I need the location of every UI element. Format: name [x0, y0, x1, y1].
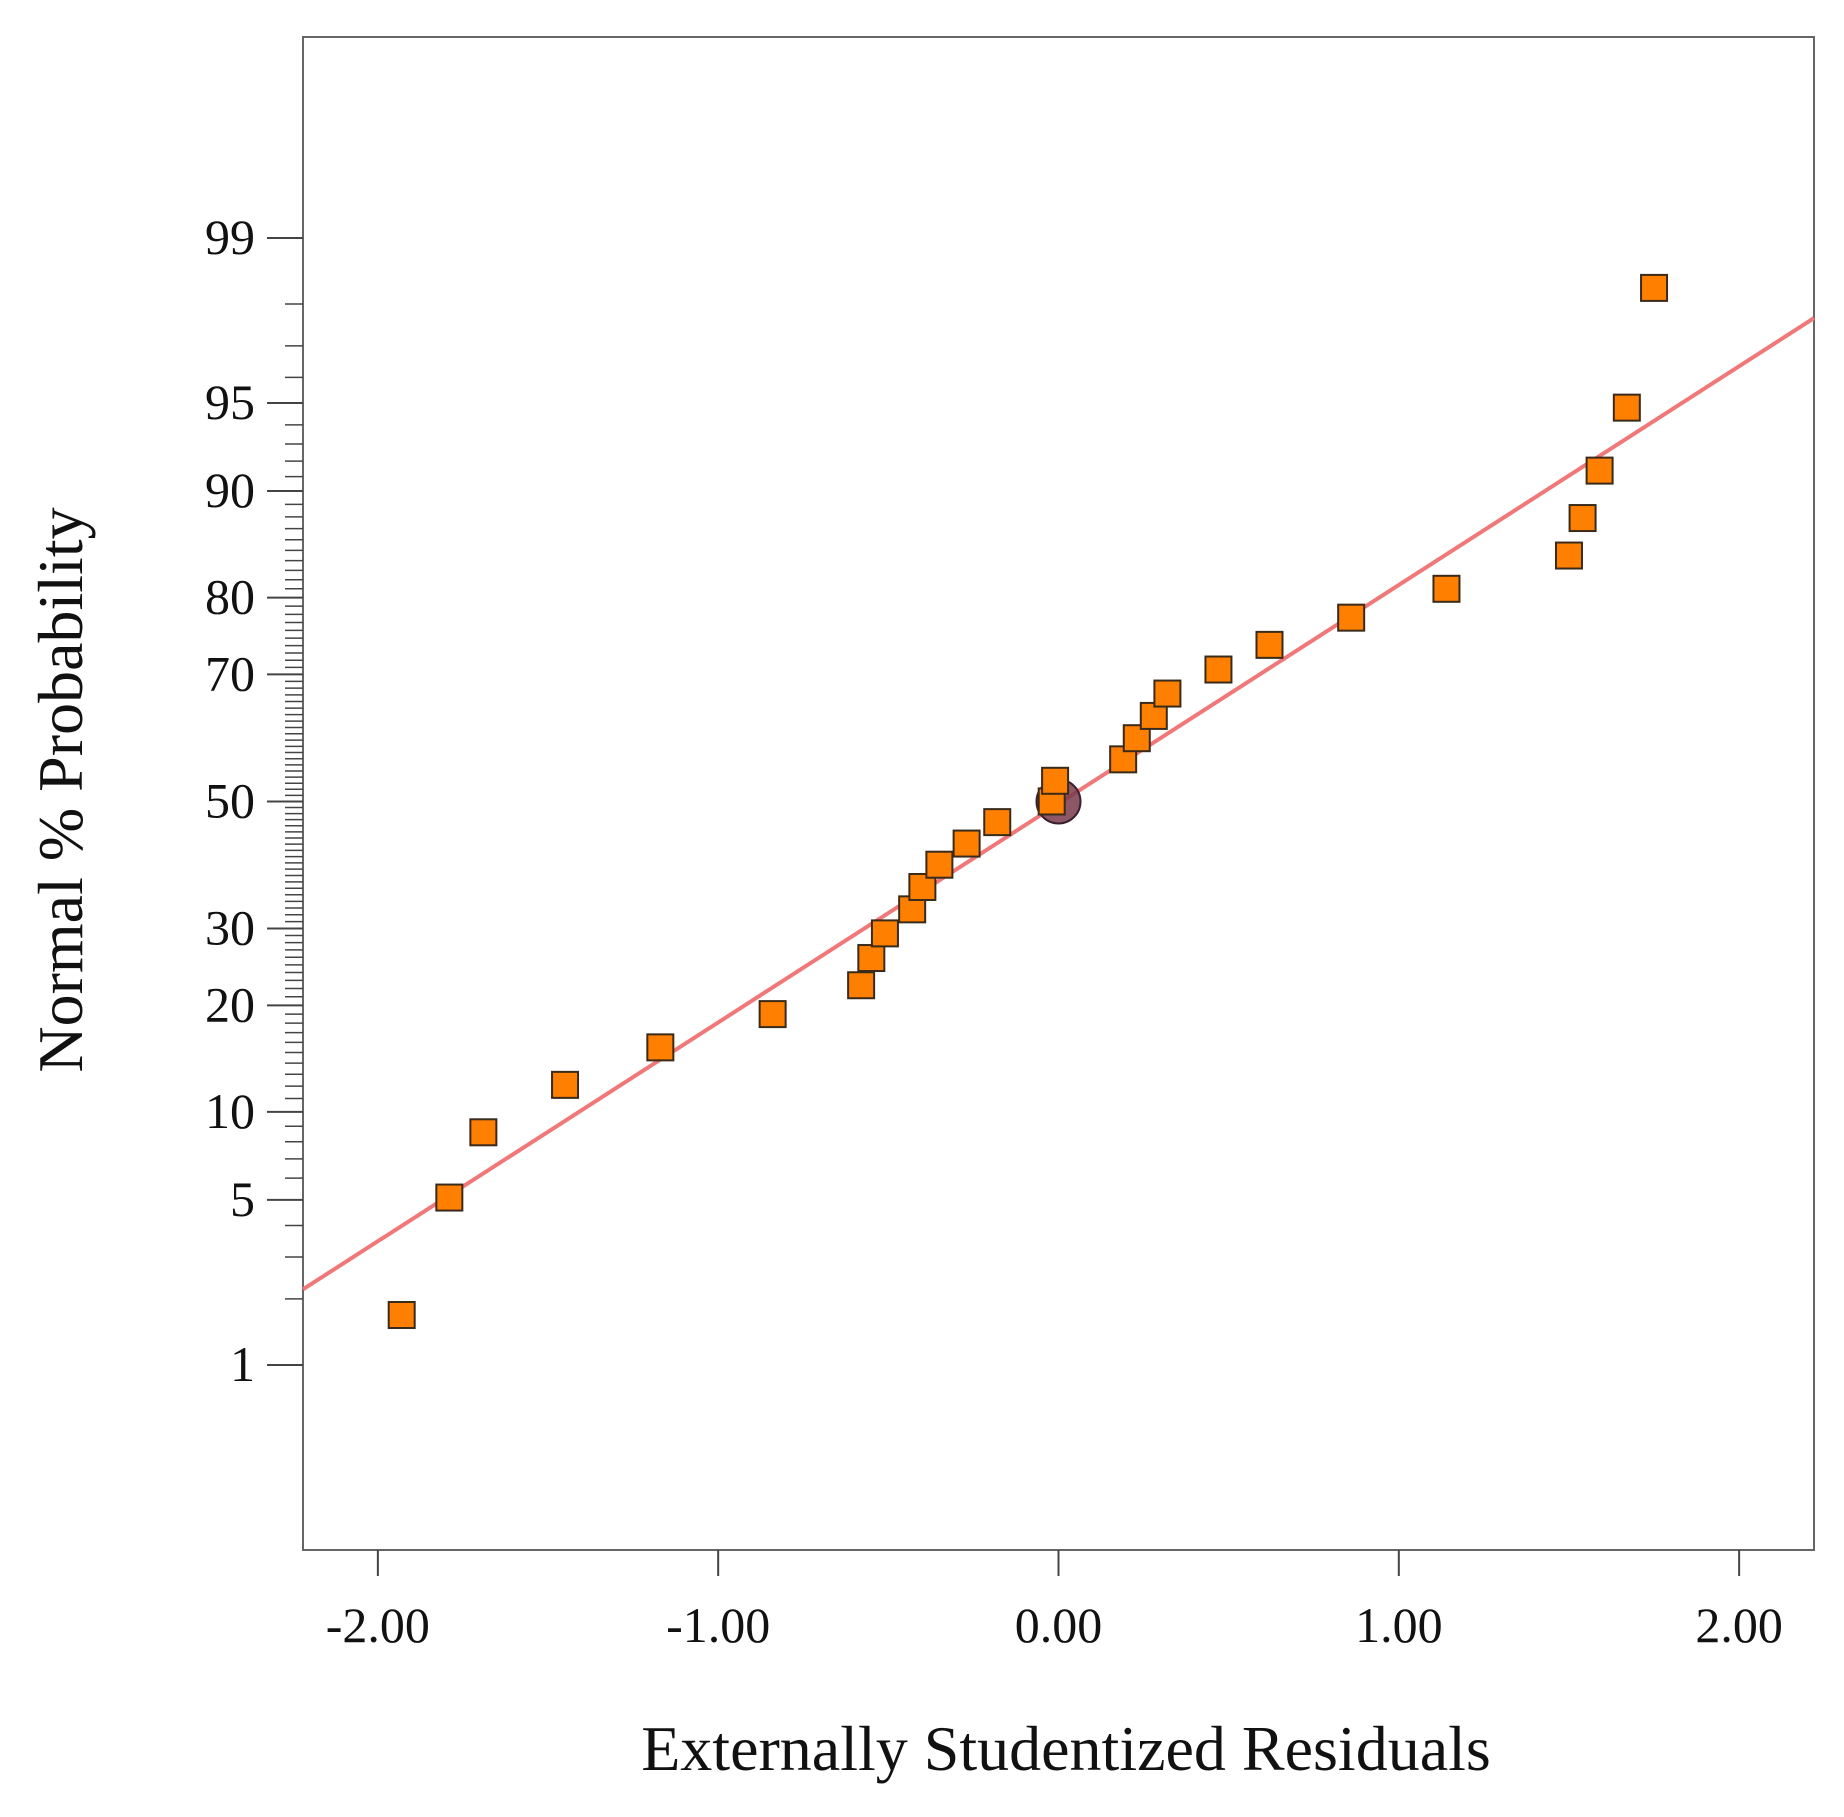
y-tick-label: 90	[205, 462, 255, 518]
data-point	[1568, 504, 1597, 533]
data-point	[983, 808, 1012, 837]
data-point	[857, 944, 886, 973]
y-tick-label: 99	[205, 209, 255, 265]
points-layer	[387, 273, 1669, 1329]
data-point	[758, 1000, 787, 1029]
y-tick-label: 30	[205, 899, 255, 955]
y-axis-title: Normal % Probability	[25, 507, 96, 1072]
data-point	[1585, 456, 1614, 485]
data-point	[435, 1183, 464, 1212]
data-point	[1640, 273, 1669, 302]
x-axis-title: Externally Studentized Residuals	[641, 1713, 1491, 1784]
x-axis: -2.00 -1.00 0.00 1.00 2.00	[326, 1550, 1783, 1653]
data-point	[1204, 655, 1233, 684]
data-point	[925, 850, 954, 879]
y-tick-label: 1	[230, 1336, 255, 1392]
y-tick-label: 95	[205, 374, 255, 430]
data-point	[469, 1118, 498, 1147]
y-tick-label: 10	[205, 1083, 255, 1139]
data-point	[1255, 630, 1284, 659]
data-point	[387, 1300, 416, 1329]
x-tick-label: 2.00	[1695, 1597, 1783, 1653]
data-point	[847, 971, 876, 1000]
y-tick-label: 20	[205, 976, 255, 1032]
data-point	[1432, 574, 1461, 603]
x-tick-label: 1.00	[1355, 1597, 1443, 1653]
data-point	[1041, 766, 1070, 795]
data-point	[1612, 393, 1641, 422]
data-point	[952, 829, 981, 858]
x-tick-label: -2.00	[326, 1597, 430, 1653]
y-tick-label: 80	[205, 569, 255, 625]
y-tick-label: 50	[205, 772, 255, 828]
data-point	[646, 1033, 675, 1062]
y-tick-label: 5	[230, 1171, 255, 1227]
x-tick-label: 0.00	[1015, 1597, 1103, 1653]
data-point	[870, 919, 899, 948]
data-point	[1554, 541, 1583, 570]
data-point	[1153, 679, 1182, 708]
data-point	[1337, 603, 1366, 632]
y-axis: 1 5 10 20 30 50 70 80 90 95 99	[205, 209, 303, 1392]
y-tick-label: 70	[205, 645, 255, 701]
data-point	[551, 1070, 580, 1099]
x-tick-label: -1.00	[666, 1597, 770, 1653]
